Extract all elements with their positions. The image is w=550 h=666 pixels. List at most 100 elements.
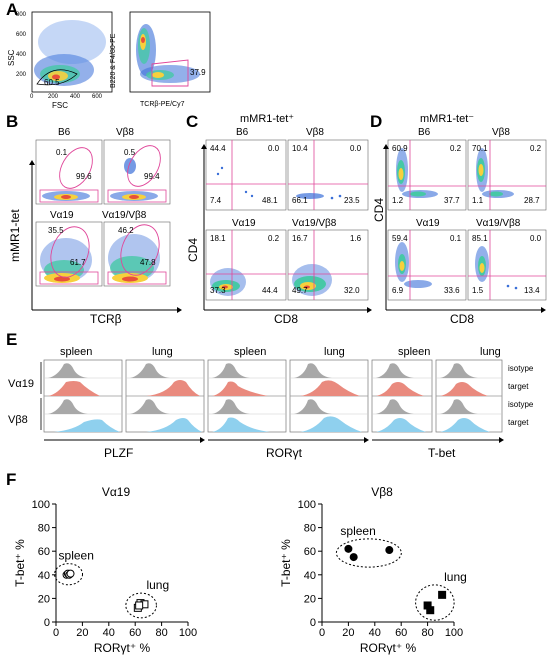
a-xtick-0: 0 bbox=[30, 94, 34, 100]
b-title-va19vb8: Vα19/Vβ8 bbox=[102, 210, 147, 221]
c-header: mMR1-tet⁺ bbox=[240, 113, 295, 125]
va19-ytick-20: 20 bbox=[38, 593, 50, 605]
d-plot-va19vb8 bbox=[467, 229, 547, 301]
vb8-spleen-label: spleen bbox=[340, 524, 375, 538]
d-b6-q4: 37.7 bbox=[444, 196, 460, 205]
d-title-va19vb8: Vα19/Vβ8 bbox=[476, 218, 521, 229]
b-title-b6: B6 bbox=[58, 127, 71, 138]
c-b6-q3: 7.4 bbox=[210, 196, 222, 205]
c-va19-q2: 0.2 bbox=[268, 234, 280, 243]
c-va19vb8-q4: 32.0 bbox=[344, 286, 360, 295]
va19-spleen-point-3 bbox=[66, 569, 75, 578]
a-xtick-200: 200 bbox=[48, 94, 59, 100]
e-x-arrows bbox=[44, 437, 504, 443]
vb8-ytick-80: 80 bbox=[304, 523, 316, 535]
c-plot-b6 bbox=[205, 139, 287, 211]
c-va19vb8-q3: 49.7 bbox=[292, 286, 308, 295]
vb8-title: Vβ8 bbox=[371, 485, 393, 499]
e-col-2: lung bbox=[152, 346, 173, 358]
b-va19-top: 35.5 bbox=[48, 226, 64, 235]
d-vb8-q1: 70.1 bbox=[472, 144, 488, 153]
a-plot2-gate-value: 37.9 bbox=[190, 68, 206, 77]
c-vb8-q2: 0.0 bbox=[350, 144, 362, 153]
b-vb8-gate: 99.4 bbox=[144, 172, 160, 181]
a-plot1-gate-value: 60.5 bbox=[44, 78, 60, 87]
a-xtick-400: 400 bbox=[70, 94, 81, 100]
panel-letter-b: B bbox=[6, 112, 19, 131]
e-marker-rorgt: RORγt bbox=[266, 446, 302, 460]
panel-letter-f: F bbox=[6, 470, 17, 489]
vb8-xtick-0: 0 bbox=[319, 627, 325, 639]
vb8-ytick-40: 40 bbox=[304, 570, 316, 582]
c-b6-q2: 0.0 bbox=[268, 144, 280, 153]
e-label-isotype-2: isotype bbox=[508, 400, 534, 409]
c-y-arrow bbox=[201, 144, 207, 310]
panel-letter-c: C bbox=[186, 112, 199, 131]
vb8-ytick-100: 100 bbox=[298, 499, 316, 511]
d-va19vb8-q2: 0.0 bbox=[530, 234, 542, 243]
c-vb8-q4: 23.5 bbox=[344, 196, 360, 205]
vb8-lung-group-ellipse bbox=[415, 584, 455, 621]
a-ytick-200: 200 bbox=[16, 72, 27, 78]
d-b6-q1: 60.9 bbox=[392, 144, 408, 153]
vb8-xtick-100: 100 bbox=[445, 627, 463, 639]
vb8-lung-point-0 bbox=[423, 601, 432, 610]
d-title-vb8: Vβ8 bbox=[492, 127, 510, 138]
va19-xtick-100: 100 bbox=[179, 627, 197, 639]
vb8-xlabel: RORγt⁺ % bbox=[360, 641, 417, 655]
d-va19vb8-q3: 1.5 bbox=[472, 286, 484, 295]
c-va19vb8-q2: 1.6 bbox=[350, 234, 362, 243]
va19-spleen-group-ellipse bbox=[54, 563, 84, 586]
a-plot1-density bbox=[31, 11, 113, 93]
c-title-va19vb8: Vα19/Vβ8 bbox=[292, 218, 337, 229]
va19-ytick-100: 100 bbox=[32, 499, 50, 511]
e-row-va19: Vα19 bbox=[8, 378, 34, 390]
vb8-spleen-point-0 bbox=[344, 544, 353, 553]
panel-letter-a: A bbox=[6, 0, 19, 19]
c-title-b6: B6 bbox=[236, 127, 249, 138]
a-plot2-ylabel: B220 & F4/80-PE bbox=[110, 33, 117, 88]
e-col-3: spleen bbox=[234, 346, 267, 358]
va19-ylabel: T-bet⁺ % bbox=[13, 539, 27, 587]
c-b6-q4: 48.1 bbox=[262, 196, 278, 205]
d-va19-q3: 6.9 bbox=[392, 286, 404, 295]
e-label-target-1: target bbox=[508, 382, 529, 391]
a-plot2-xlabel: TCRβ-PE/Cy7 bbox=[140, 101, 185, 108]
c-va19-q3: 37.3 bbox=[210, 286, 226, 295]
va19-spleen-label: spleen bbox=[59, 549, 94, 563]
d-plot-b6 bbox=[387, 139, 467, 211]
vb8-lung-point-2 bbox=[438, 590, 447, 599]
d-header: mMR1-tet⁻ bbox=[420, 113, 475, 125]
c-va19vb8-q1: 16.7 bbox=[292, 234, 308, 243]
b-xlabel: TCRβ bbox=[90, 312, 122, 326]
e-marker-tbet: T-bet bbox=[428, 446, 456, 460]
chart-vb8: Vβ8 0 20 40 60 80 100 0 20 40 60 80 100 RORγt⁺ % T-bet… bbox=[279, 485, 467, 655]
vb8-xtick-40: 40 bbox=[369, 627, 381, 639]
panel-letter-e: E bbox=[6, 330, 18, 349]
vb8-ylabel: T-bet⁺ % bbox=[279, 539, 293, 587]
c-title-va19: Vα19 bbox=[232, 218, 256, 229]
va19-xlabel: RORγt⁺ % bbox=[94, 641, 151, 655]
panel-letter-d: D bbox=[370, 112, 383, 131]
va19-ytick-0: 0 bbox=[44, 617, 50, 629]
va19-lung-point-3 bbox=[135, 601, 144, 610]
b-y-arrow bbox=[29, 160, 35, 310]
b-plot-b6 bbox=[35, 139, 103, 205]
c-plot-vb8 bbox=[287, 139, 369, 211]
d-xlabel: CD8 bbox=[450, 312, 475, 326]
va19-xtick-20: 20 bbox=[76, 627, 88, 639]
d-b6-q2: 0.2 bbox=[450, 144, 462, 153]
b-plot-vb8 bbox=[103, 139, 171, 205]
b-plot-va19vb8 bbox=[103, 221, 171, 287]
d-va19vb8-q4: 13.4 bbox=[524, 286, 540, 295]
a-ytick-800: 800 bbox=[16, 12, 27, 18]
chart-va19: Vα19 0 20 40 60 80 100 0 20 40 60 80 100 RORγt⁺ % T-be… bbox=[13, 485, 197, 655]
va19-xtick-0: 0 bbox=[53, 627, 59, 639]
a-ytick-600: 600 bbox=[16, 32, 27, 38]
d-vb8-q2: 0.2 bbox=[530, 144, 542, 153]
c-xlabel: CD8 bbox=[274, 312, 299, 326]
b-b6-gate: 99.6 bbox=[76, 172, 92, 181]
e-col-4: lung bbox=[324, 346, 345, 358]
e-group-4 bbox=[289, 359, 369, 433]
a-xtick-600: 600 bbox=[92, 94, 103, 100]
